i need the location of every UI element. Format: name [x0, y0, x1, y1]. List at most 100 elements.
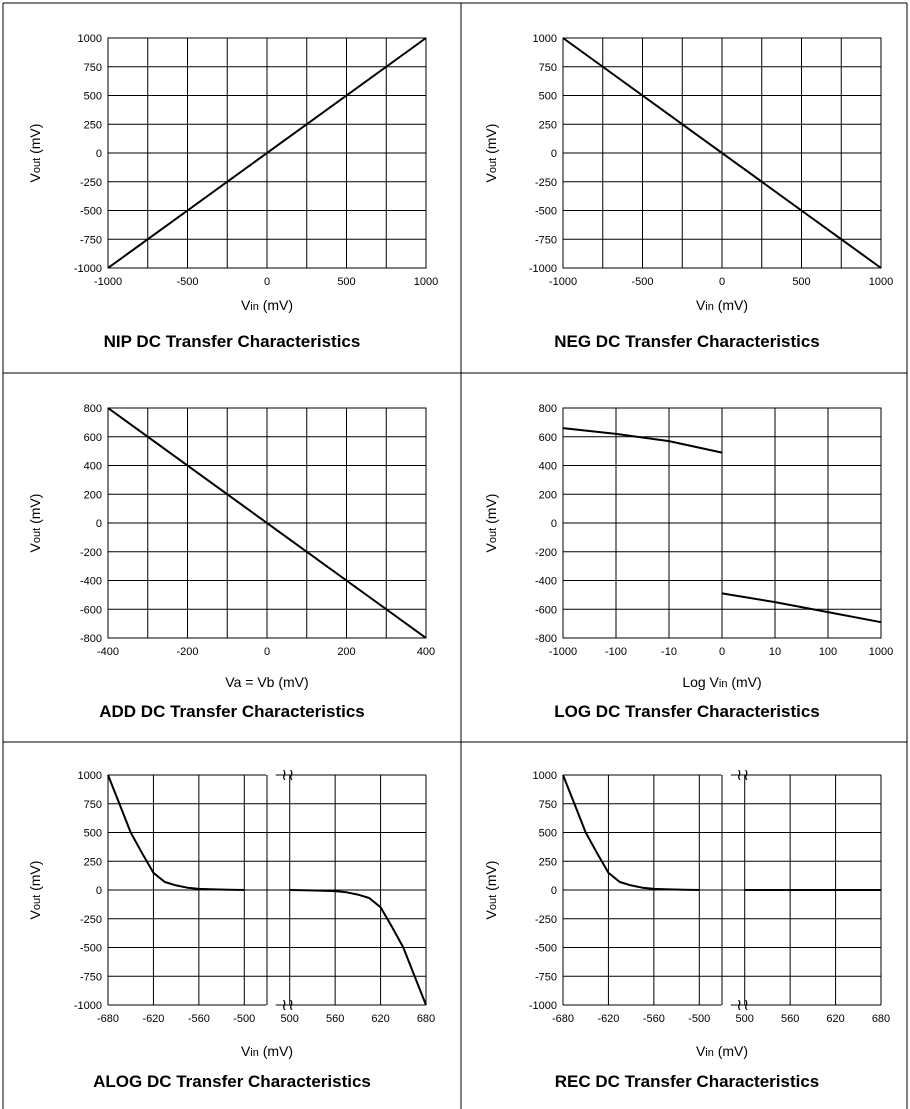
series-line-1: [289, 889, 427, 1006]
x-tick-label: 680: [872, 1013, 890, 1025]
grid: [108, 775, 426, 1005]
x-axis-label: Vin (mV): [241, 1043, 293, 1059]
plot-border: [562, 37, 882, 269]
y-tick-label: 750: [539, 799, 557, 811]
x-tick-label: -500: [233, 1013, 255, 1025]
axis-break-mark-top: ≀: [281, 765, 287, 784]
y-tick-label: 400: [539, 461, 557, 473]
y-tick-label: 800: [84, 403, 102, 415]
y-tick-label: -400: [80, 576, 102, 588]
series-line-0: [107, 774, 245, 891]
y-tick-label: 800: [539, 403, 557, 415]
y-tick-label: 750: [84, 62, 102, 74]
x-tick-label: -1000: [549, 646, 577, 658]
x-tick-label: -100: [605, 646, 627, 658]
chart-5: ≀ ≀≀ ≀10007505002500-250-500-750-1000-680-…: [483, 765, 890, 1091]
x-tick-label: 1000: [414, 276, 438, 288]
x-tick-label: 500: [792, 276, 810, 288]
y-tick-label: 250: [84, 856, 102, 868]
y-tick-label: 500: [84, 91, 102, 103]
y-tick-label: 750: [84, 799, 102, 811]
x-tick-label: -10: [661, 646, 677, 658]
x-axis-label: Va = Vb (mV): [225, 674, 308, 690]
x-tick-label: -620: [597, 1013, 619, 1025]
y-tick-label: 200: [539, 489, 557, 501]
plot-border: [107, 37, 427, 269]
axis-break-mark-top: ≀: [736, 765, 742, 784]
y-tick-label: 600: [84, 432, 102, 444]
x-tick-label: 620: [826, 1013, 844, 1025]
y-tick-label: 1000: [78, 770, 102, 782]
y-tick-label: 250: [539, 119, 557, 131]
y-axis-label: Vout (mV): [483, 124, 499, 183]
y-tick-label: -200: [535, 547, 557, 559]
x-tick-label: 0: [264, 646, 270, 658]
y-tick-label: 500: [539, 91, 557, 103]
chart-caption: NEG DC Transfer Characteristics: [554, 332, 820, 351]
x-tick-label: -680: [552, 1013, 574, 1025]
plot-border: [562, 407, 882, 639]
y-axis-label: Vout (mV): [27, 124, 43, 183]
y-tick-label: -250: [535, 177, 557, 189]
y-axis-label: Vout (mV): [483, 494, 499, 553]
series-line-0: [562, 37, 882, 269]
x-tick-label: -1000: [94, 276, 122, 288]
chart-caption: LOG DC Transfer Characteristics: [554, 702, 819, 721]
y-tick-label: 200: [84, 489, 102, 501]
y-axis-label: Vout (mV): [27, 494, 43, 553]
x-tick-label: -620: [142, 1013, 164, 1025]
axis-break-mark-bottom: ≀: [743, 995, 749, 1014]
y-tick-label: 0: [551, 885, 557, 897]
x-tick-label: 1000: [869, 646, 893, 658]
y-tick-label: -250: [80, 914, 102, 926]
y-tick-label: 1000: [533, 770, 557, 782]
y-tick-label: -500: [535, 206, 557, 218]
y-tick-label: -1000: [529, 1000, 557, 1012]
y-tick-label: -500: [535, 943, 557, 955]
series-line-0: [562, 774, 700, 891]
axis-break-mark-top: ≀: [743, 765, 749, 784]
x-tick-label: 100: [819, 646, 837, 658]
series-line-1: [721, 592, 882, 624]
y-tick-label: -1000: [74, 1000, 102, 1012]
y-tick-label: 500: [539, 828, 557, 840]
chart-caption: NIP DC Transfer Characteristics: [104, 332, 361, 351]
x-tick-label: 200: [337, 646, 355, 658]
y-tick-label: -600: [535, 604, 557, 616]
y-tick-label: 0: [96, 885, 102, 897]
y-tick-label: -750: [80, 234, 102, 246]
x-tick-label: 500: [281, 1013, 299, 1025]
x-tick-label: -400: [97, 646, 119, 658]
y-tick-label: 250: [539, 856, 557, 868]
x-tick-label: -1000: [549, 276, 577, 288]
chart-caption: REC DC Transfer Characteristics: [555, 1072, 820, 1091]
axis-break-mark-bottom: ≀: [281, 995, 287, 1014]
y-tick-label: 0: [96, 148, 102, 160]
y-tick-label: 750: [539, 62, 557, 74]
x-tick-label: -560: [643, 1013, 665, 1025]
x-tick-label: -500: [688, 1013, 710, 1025]
chart-4: ≀ ≀≀ ≀10007505002500-250-500-750-1000-680-…: [27, 765, 435, 1091]
x-tick-label: 0: [719, 646, 725, 658]
y-tick-label: 400: [84, 461, 102, 473]
y-tick-label: -600: [80, 604, 102, 616]
x-tick-label: -200: [176, 646, 198, 658]
x-axis-label: Log Vin (mV): [682, 674, 761, 690]
y-tick-label: -1000: [74, 263, 102, 275]
chart-caption: ALOG DC Transfer Characteristics: [93, 1072, 371, 1091]
y-axis-label: Vout (mV): [27, 861, 43, 920]
y-tick-label: -1000: [529, 263, 557, 275]
chart-caption: ADD DC Transfer Characteristics: [99, 702, 364, 721]
x-axis-label: Vin (mV): [241, 297, 293, 313]
x-tick-label: 560: [326, 1013, 344, 1025]
y-tick-label: -800: [80, 633, 102, 645]
y-tick-label: -250: [535, 914, 557, 926]
x-tick-label: 1000: [869, 276, 893, 288]
y-tick-label: -500: [80, 206, 102, 218]
x-tick-label: 560: [781, 1013, 799, 1025]
